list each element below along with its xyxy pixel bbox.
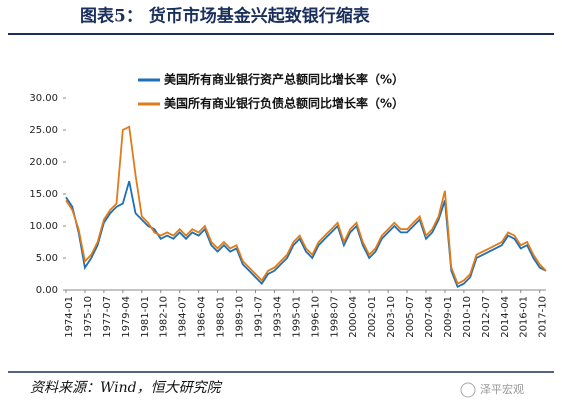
chart-title: 图表5： 货币市场基金兴起致银行缩表 — [80, 6, 371, 27]
x-tick-label: 1993-04 — [272, 296, 283, 338]
x-tick-label: 2003-10 — [386, 296, 397, 338]
x-tick-label: 1996-10 — [310, 296, 321, 338]
y-tick-label: 5.00 — [36, 253, 58, 264]
x-tick-label: 2016-01 — [519, 296, 530, 338]
y-tick-label: 0.00 — [36, 285, 58, 296]
series-line — [65, 180, 547, 289]
x-tick-label: 1984-07 — [178, 296, 189, 338]
x-tick-label: 1986-04 — [197, 296, 208, 338]
x-tick-label: 1979-04 — [121, 296, 132, 338]
legend-label: 美国所有商业银行资产总额同比增长率（%） — [164, 72, 404, 87]
x-tick-label: 1991-07 — [253, 296, 264, 338]
source-note: 资料来源：Wind，恒大研究院 — [30, 380, 223, 396]
y-tick-label: 30.00 — [29, 93, 58, 104]
watermark-icon — [460, 382, 476, 398]
y-tick-label: 25.00 — [29, 125, 58, 136]
x-tick-label: 1974-01 — [64, 296, 75, 338]
y-tick-label: 15.00 — [29, 189, 58, 200]
x-tick-label: 1998-07 — [329, 296, 340, 338]
x-tick-label: 1981-01 — [140, 296, 151, 338]
x-tick-label: 2017-10 — [538, 296, 549, 338]
x-tick-label: 2012-07 — [481, 296, 492, 338]
x-tick-label: 2000-04 — [348, 296, 359, 338]
x-tick-label: 1989-10 — [235, 296, 246, 338]
x-tick-label: 2014-04 — [500, 296, 511, 338]
x-tick-label: 1982-10 — [159, 296, 170, 338]
x-tick-label: 2009-01 — [443, 296, 454, 338]
y-tick-label: 10.00 — [29, 221, 58, 232]
x-tick-label: 2007-04 — [424, 296, 435, 338]
x-tick-label: 2010-10 — [462, 296, 473, 338]
x-tick-label: 1995-01 — [291, 296, 302, 338]
y-tick-label: 20.00 — [29, 157, 58, 168]
x-tick-label: 1977-07 — [102, 296, 113, 338]
legend-label: 美国所有商业银行负债总额同比增长率（%） — [164, 96, 404, 111]
watermark: 泽平宏观 — [480, 382, 524, 396]
x-tick-label: 1975-10 — [83, 296, 94, 338]
x-tick-label: 1988-01 — [216, 296, 227, 338]
x-tick-label: 2002-01 — [367, 296, 378, 338]
x-tick-label: 2005-07 — [405, 296, 416, 338]
series-line — [65, 125, 547, 285]
